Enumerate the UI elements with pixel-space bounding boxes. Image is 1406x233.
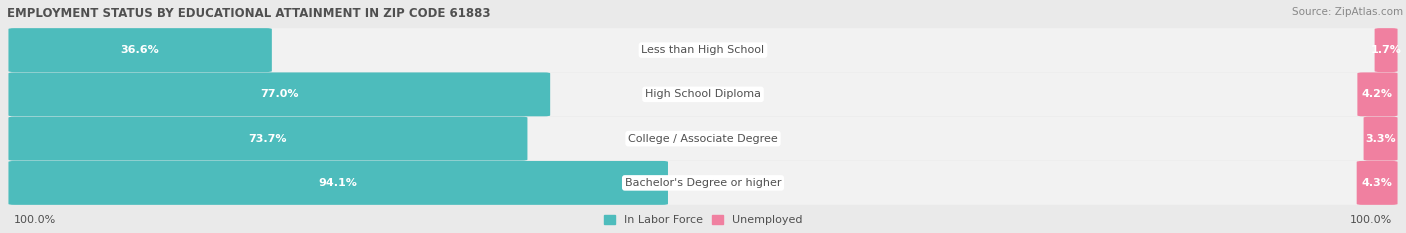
Text: High School Diploma: High School Diploma	[645, 89, 761, 99]
Text: 73.7%: 73.7%	[249, 134, 287, 144]
Text: 100.0%: 100.0%	[14, 215, 56, 225]
FancyBboxPatch shape	[8, 117, 527, 161]
Text: Less than High School: Less than High School	[641, 45, 765, 55]
FancyBboxPatch shape	[1357, 72, 1398, 116]
Text: College / Associate Degree: College / Associate Degree	[628, 134, 778, 144]
Text: EMPLOYMENT STATUS BY EDUCATIONAL ATTAINMENT IN ZIP CODE 61883: EMPLOYMENT STATUS BY EDUCATIONAL ATTAINM…	[7, 7, 491, 20]
Text: 3.3%: 3.3%	[1365, 134, 1396, 144]
FancyBboxPatch shape	[8, 161, 1398, 205]
FancyBboxPatch shape	[8, 161, 668, 205]
Text: 4.2%: 4.2%	[1362, 89, 1393, 99]
FancyBboxPatch shape	[8, 28, 271, 72]
Text: 4.3%: 4.3%	[1361, 178, 1392, 188]
FancyBboxPatch shape	[8, 72, 1398, 116]
Text: 77.0%: 77.0%	[260, 89, 298, 99]
FancyBboxPatch shape	[1364, 117, 1398, 161]
Legend: In Labor Force, Unemployed: In Labor Force, Unemployed	[599, 211, 807, 230]
Text: 36.6%: 36.6%	[121, 45, 159, 55]
Text: Bachelor's Degree or higher: Bachelor's Degree or higher	[624, 178, 782, 188]
Text: 100.0%: 100.0%	[1350, 215, 1392, 225]
FancyBboxPatch shape	[8, 117, 1398, 161]
Text: 94.1%: 94.1%	[319, 178, 357, 188]
Text: 1.7%: 1.7%	[1371, 45, 1402, 55]
Text: Source: ZipAtlas.com: Source: ZipAtlas.com	[1292, 7, 1403, 17]
FancyBboxPatch shape	[8, 72, 550, 116]
FancyBboxPatch shape	[1375, 28, 1398, 72]
FancyBboxPatch shape	[8, 28, 1398, 72]
FancyBboxPatch shape	[1357, 161, 1398, 205]
